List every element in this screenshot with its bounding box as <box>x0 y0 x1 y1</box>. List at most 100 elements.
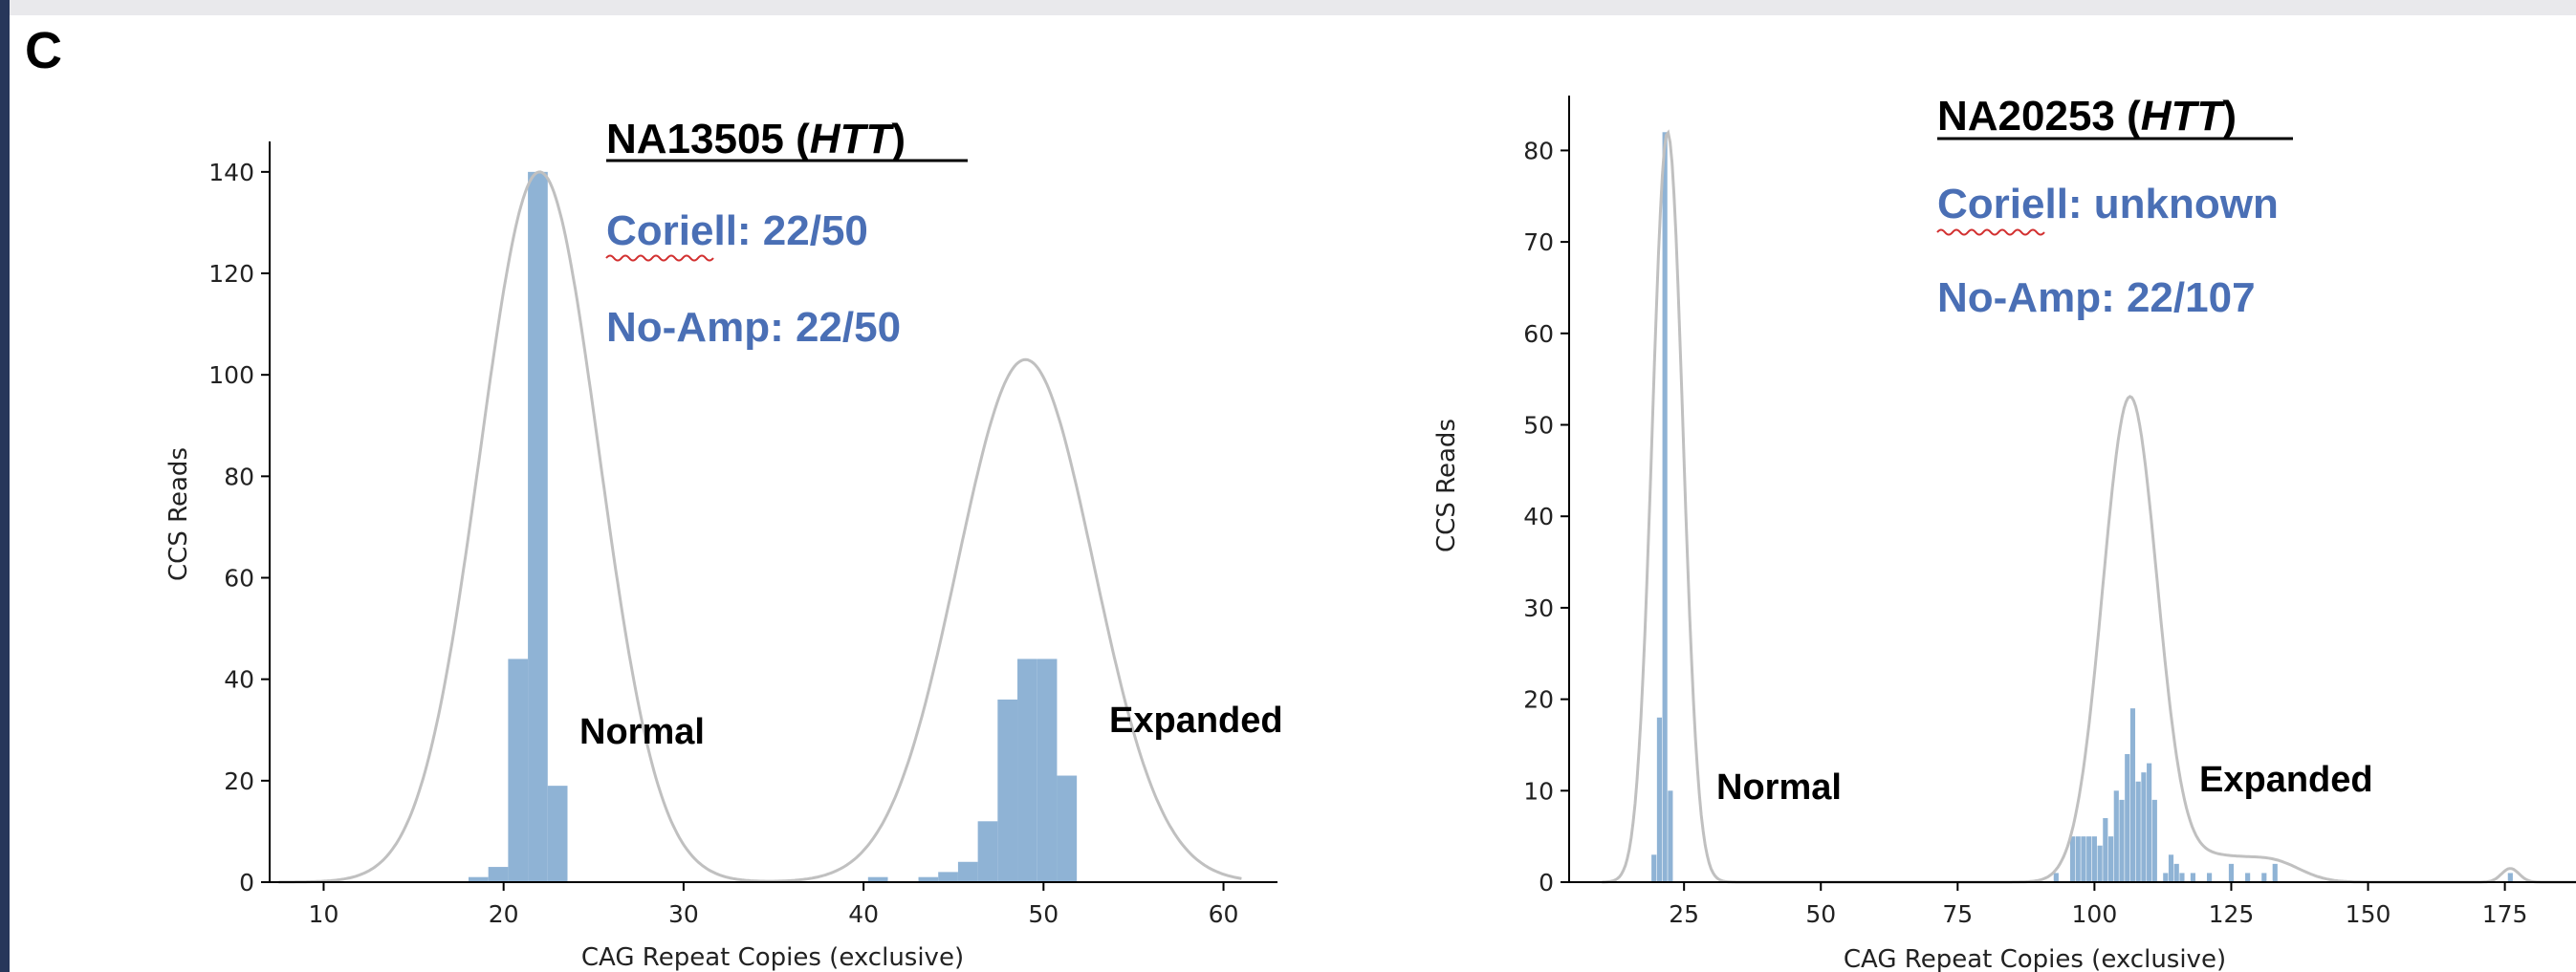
histogram-bar-13 <box>2113 790 2119 882</box>
histogram-bar-7 <box>2081 836 2086 882</box>
histogram-bar-21 <box>2163 873 2169 882</box>
histogram-bar-31 <box>2507 873 2513 882</box>
y-tick-label: 20 <box>1523 686 1554 714</box>
x-tick-label: 150 <box>2346 900 2391 928</box>
histogram-bar-30 <box>2272 863 2278 882</box>
histogram-bar-12 <box>2107 836 2114 882</box>
histogram-bar-1 <box>488 867 509 882</box>
histogram-bar-26 <box>2206 873 2213 882</box>
histogram-bar-0 <box>468 876 489 882</box>
sample-title-start: NA13505 ( <box>606 116 810 162</box>
histogram-bar-10 <box>2097 845 2103 882</box>
normal-label: Normal <box>579 712 705 752</box>
histogram-bar-0 <box>1651 854 1657 882</box>
y-tick-label: 60 <box>1523 320 1554 348</box>
y-tick-label: 40 <box>1523 503 1554 530</box>
histogram-bars <box>468 171 1078 883</box>
histogram-bar-12 <box>1037 659 1058 882</box>
histogram-bar-3 <box>528 171 548 883</box>
chart-na20253: 25 50 75 100 125 150 175 0 10 20 30 40 50 60 70 80 CAG … <box>1432 93 2576 972</box>
histogram-bar-28 <box>2245 873 2251 882</box>
sample-title-end: ) <box>2222 93 2237 140</box>
histogram-bar-13 <box>1057 775 1078 882</box>
y-tick-label: 30 <box>1523 594 1554 622</box>
histogram-bar-24 <box>2179 873 2185 882</box>
histogram-bar-15 <box>2125 754 2130 882</box>
x-tick-label: 50 <box>1805 900 1836 928</box>
sample-title-end: ) <box>891 116 906 162</box>
expanded-label: Expanded <box>1109 701 1283 741</box>
left-accent-bar <box>0 0 10 972</box>
histogram-bar-2 <box>1662 132 1668 883</box>
sample-title: NA20253 (HTT) <box>1937 93 2237 140</box>
histogram-bar-7 <box>938 872 958 882</box>
histogram-bars <box>1651 132 2513 883</box>
noamp-text: No-Amp: 22/107 <box>1937 274 2256 321</box>
x-axis-title: CAG Repeat Copies (exclusive) <box>1844 945 2226 972</box>
axes: 10 20 30 40 50 60 0 20 40 60 80 100 120 140 <box>208 141 1277 928</box>
histogram-bar-5 <box>867 876 888 882</box>
histogram-bar-29 <box>2261 873 2267 882</box>
y-axis-title: CCS Reads <box>1432 419 1461 552</box>
histogram-bar-6 <box>918 876 939 882</box>
histogram-bar-8 <box>2086 836 2092 882</box>
y-axis-title: CCS Reads <box>164 447 193 581</box>
histogram-bar-2 <box>508 659 529 882</box>
histogram-bar-4 <box>2053 873 2059 882</box>
chart-na13505: 10 20 30 40 50 60 0 20 40 60 80 100 120 140 CAG Repea… <box>164 116 1283 972</box>
histogram-bar-4 <box>547 786 568 882</box>
histogram-bar-6 <box>2075 836 2081 882</box>
y-tick-label: 50 <box>1523 412 1554 440</box>
x-tick-label: 50 <box>1028 900 1059 928</box>
x-tick-label: 30 <box>668 900 699 928</box>
sample-gene: HTT <box>810 116 895 162</box>
histogram-bar-22 <box>2168 854 2174 882</box>
histogram-bar-27 <box>2228 863 2235 882</box>
x-tick-label: 175 <box>2482 900 2528 928</box>
x-tick-label: 60 <box>1209 900 1239 928</box>
y-tick-label: 0 <box>1539 869 1554 896</box>
sample-title-start: NA20253 ( <box>1937 93 2141 140</box>
density-curve <box>278 170 1242 884</box>
histogram-bar-11 <box>1017 659 1037 882</box>
x-tick-label: 10 <box>309 900 339 928</box>
histogram-bar-5 <box>2069 836 2076 882</box>
y-tick-label: 40 <box>224 666 254 694</box>
histogram-bar-20 <box>2151 799 2157 882</box>
y-tick-label: 60 <box>224 565 254 593</box>
expanded-label: Expanded <box>2199 760 2373 800</box>
y-tick-label: 140 <box>208 159 254 186</box>
histogram-bar-17 <box>2135 781 2141 882</box>
histogram-bar-9 <box>2091 836 2097 882</box>
y-tick-label: 120 <box>208 260 254 288</box>
y-tick-label: 80 <box>224 463 254 490</box>
histogram-bar-25 <box>2190 873 2195 882</box>
spellcheck-underline <box>605 254 714 262</box>
x-tick-label: 25 <box>1669 900 1699 928</box>
x-tick-label: 20 <box>489 900 519 928</box>
axes: 25 50 75 100 125 150 175 0 10 20 30 40 50 60 70 80 <box>1523 96 2576 928</box>
x-tick-label: 100 <box>2072 900 2118 928</box>
x-tick-label: 75 <box>1942 900 1973 928</box>
y-tick-label: 80 <box>1523 137 1554 164</box>
histogram-bar-9 <box>977 821 998 882</box>
histogram-bar-23 <box>2173 863 2179 882</box>
x-axis-title: CAG Repeat Copies (exclusive) <box>581 943 964 972</box>
y-tick-label: 20 <box>224 767 254 795</box>
coriell-text: Coriell: 22/50 <box>606 207 868 254</box>
y-tick-label: 100 <box>208 361 254 389</box>
y-tick-label: 10 <box>1523 777 1554 805</box>
histogram-bar-8 <box>957 861 978 882</box>
sample-gene: HTT <box>2141 93 2226 140</box>
histogram-bar-1 <box>1656 717 1663 882</box>
spellcheck-underline <box>1936 228 2045 236</box>
histogram-bar-18 <box>2141 772 2147 882</box>
histogram-bar-14 <box>2119 799 2125 882</box>
noamp-text: No-Amp: 22/50 <box>606 304 901 351</box>
normal-label: Normal <box>1716 767 1842 808</box>
histogram-bar-10 <box>997 699 1018 882</box>
histogram-bar-11 <box>2103 818 2108 882</box>
histogram-bar-19 <box>2147 763 2152 882</box>
x-tick-label: 125 <box>2209 900 2255 928</box>
